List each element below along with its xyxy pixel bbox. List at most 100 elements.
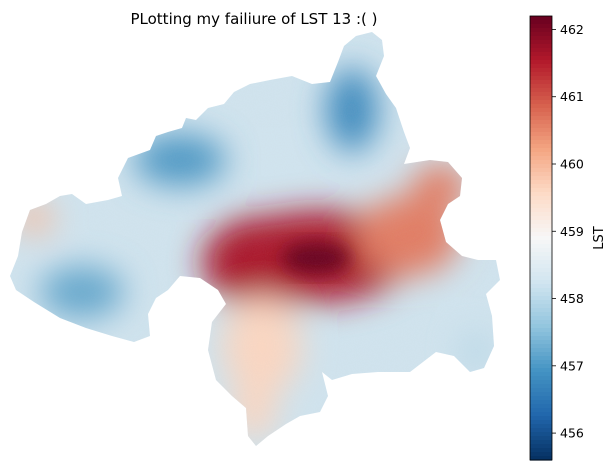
colorbar-segment <box>530 176 552 181</box>
colorbar-segment <box>530 328 552 333</box>
colorbar-segment <box>530 400 552 405</box>
colorbar-segment <box>530 28 552 33</box>
colorbar-segment <box>530 388 552 393</box>
colorbar-segment <box>530 156 552 161</box>
colorbar-segment <box>530 284 552 289</box>
colorbar-segment <box>530 256 552 261</box>
colorbar-segment <box>530 20 552 25</box>
colorbar-label: LST <box>592 226 607 249</box>
colorbar-segment <box>530 136 552 141</box>
colorbar-tick-label: 462 <box>560 22 584 37</box>
colorbar-segment <box>530 300 552 305</box>
colorbar-segment <box>530 240 552 245</box>
colorbar-segment <box>530 180 552 185</box>
colorbar-segment <box>530 352 552 357</box>
colorbar-segment <box>530 452 552 457</box>
colorbar-segment <box>530 144 552 149</box>
colorbar-segment <box>530 332 552 337</box>
colorbar-segment <box>530 228 552 233</box>
colorbar-segment <box>530 360 552 365</box>
colorbar-segment <box>530 112 552 117</box>
colorbar-segment <box>530 288 552 293</box>
colorbar-segment <box>530 60 552 65</box>
colorbar-segment <box>530 164 552 169</box>
colorbar-segment <box>530 200 552 205</box>
colorbar-tick-label: 460 <box>560 157 584 172</box>
colorbar-segment <box>530 440 552 445</box>
colorbar-segment <box>530 196 552 201</box>
colorbar-segment <box>530 260 552 265</box>
colorbar-segment <box>530 36 552 41</box>
colorbar-segment <box>530 168 552 173</box>
colorbar-segment <box>530 152 552 157</box>
colorbar-segment <box>530 192 552 197</box>
colorbar-segment <box>530 208 552 213</box>
colorbar-segment <box>530 232 552 237</box>
colorbar-gradient <box>530 16 552 461</box>
colorbar-segment <box>530 72 552 77</box>
colorbar-segment <box>530 248 552 253</box>
chart-title: PLotting my failiure of LST 13 :( ) <box>130 10 377 28</box>
colorbar-segment <box>530 424 552 429</box>
colorbar-segment <box>530 120 552 125</box>
colorbar-segment <box>530 368 552 373</box>
colorbar-segment <box>530 116 552 121</box>
colorbar-segment <box>530 188 552 193</box>
colorbar-segment <box>530 56 552 61</box>
colorbar-segment <box>530 336 552 341</box>
colorbar-segment <box>530 64 552 69</box>
colorbar-tick-label: 456 <box>560 426 584 441</box>
colorbar-segment <box>530 408 552 413</box>
colorbar-segment <box>530 356 552 361</box>
lst-heatmap <box>10 32 500 446</box>
colorbar-segment <box>530 376 552 381</box>
colorbar-segment <box>530 104 552 109</box>
colorbar-segment <box>530 392 552 397</box>
colorbar-segment <box>530 212 552 217</box>
colorbar-segment <box>530 44 552 49</box>
colorbar-segment <box>530 280 552 285</box>
colorbar-segment <box>530 88 552 93</box>
colorbar-tick-label: 461 <box>560 89 584 104</box>
colorbar-segment <box>530 312 552 317</box>
colorbar-segment <box>530 448 552 453</box>
colorbar-segment <box>530 396 552 401</box>
colorbar-segment <box>530 128 552 133</box>
colorbar-segment <box>530 276 552 281</box>
colorbar-segment <box>530 296 552 301</box>
colorbar-segment <box>530 364 552 369</box>
colorbar-segment <box>530 344 552 349</box>
heatmap-texture <box>10 32 500 446</box>
colorbar-segment <box>530 444 552 449</box>
colorbar-segment <box>530 372 552 377</box>
colorbar-segment <box>530 324 552 329</box>
colorbar-segment <box>530 252 552 257</box>
colorbar-tick-label: 457 <box>560 358 584 373</box>
colorbar-segment <box>530 436 552 441</box>
colorbar-segment <box>530 40 552 45</box>
colorbar-segment <box>530 92 552 97</box>
colorbar: 456 457 458 459 460 461 462 LST <box>529 15 607 461</box>
colorbar-segment <box>530 52 552 57</box>
colorbar-segment <box>530 236 552 241</box>
colorbar-segment <box>530 416 552 421</box>
colorbar-segment <box>530 48 552 53</box>
colorbar-segment <box>530 428 552 433</box>
colorbar-segment <box>530 220 552 225</box>
colorbar-segment <box>530 16 552 21</box>
colorbar-segment <box>530 244 552 249</box>
colorbar-segment <box>530 148 552 153</box>
colorbar-segment <box>530 432 552 437</box>
colorbar-segment <box>530 32 552 37</box>
colorbar-segment <box>530 172 552 177</box>
colorbar-segment <box>530 292 552 297</box>
colorbar-segment <box>530 216 552 221</box>
colorbar-segment <box>530 96 552 101</box>
colorbar-segment <box>530 108 552 113</box>
colorbar-segment <box>530 456 552 461</box>
colorbar-segment <box>530 160 552 165</box>
colorbar-segment <box>530 268 552 273</box>
colorbar-segment <box>530 404 552 409</box>
colorbar-tick-label: 458 <box>560 291 584 306</box>
